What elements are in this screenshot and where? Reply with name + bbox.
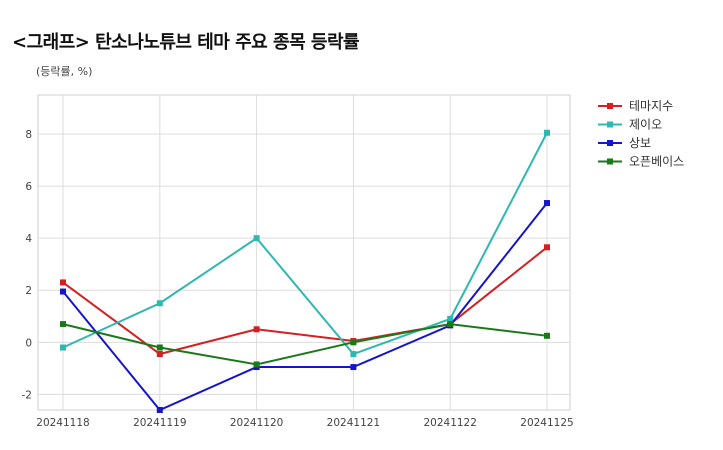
- series-line: [62, 132, 548, 356]
- grid-lines: [38, 95, 570, 410]
- data-point: [544, 244, 550, 251]
- x-tick-labels: 20241118 20241119 20241120 20241121 20241122…: [36, 417, 573, 429]
- data-point: [350, 364, 357, 371]
- data-point: [156, 344, 163, 351]
- data-point: [544, 129, 550, 136]
- y-tick-label: 4: [25, 233, 32, 245]
- y-axis-unit-label: (등락률, %): [36, 65, 93, 78]
- data-point: [253, 235, 260, 242]
- legend-marker: [607, 103, 613, 109]
- data-point: [156, 407, 163, 413]
- x-tick-label: 20241120: [230, 417, 283, 429]
- data-point: [447, 315, 454, 322]
- x-tick-label: 20241119: [133, 417, 186, 429]
- data-point: [60, 344, 66, 351]
- data-point: [60, 288, 66, 295]
- legend-label: 오픈베이스: [629, 155, 684, 169]
- y-tick-label: 0: [25, 337, 32, 349]
- y-tick-label: -2: [22, 389, 32, 401]
- y-tick-labels: -2 0 2 4 6 8: [22, 129, 33, 401]
- data-point: [447, 321, 454, 328]
- data-point: [253, 326, 260, 333]
- series-line: [62, 202, 548, 412]
- legend-marker: [607, 121, 613, 128]
- plot-area: [37, 94, 571, 411]
- legend-label: 제이오: [629, 118, 662, 132]
- data-point: [544, 332, 550, 339]
- y-tick-label: 6: [25, 181, 32, 193]
- x-tick-label: 20241122: [423, 417, 476, 429]
- series-lines: [60, 129, 550, 413]
- series-line: [62, 246, 548, 356]
- data-point: [253, 361, 260, 368]
- legend-marker: [607, 158, 613, 165]
- data-point: [350, 351, 357, 358]
- legend-label: 상보: [629, 136, 651, 150]
- legend-label: 테마지수: [629, 99, 673, 113]
- x-tick-label: 20241125: [520, 417, 573, 429]
- data-point: [60, 321, 66, 328]
- chart-title: <그래프> 탄소나노튜브 테마 주요 종목 등락률: [12, 32, 360, 53]
- legend-marker: [607, 140, 613, 146]
- x-tick-label: 20241121: [327, 417, 380, 429]
- data-point: [156, 300, 163, 307]
- data-point: [156, 351, 163, 358]
- y-tick-label: 2: [25, 285, 32, 297]
- y-tick-label: 8: [25, 129, 32, 141]
- data-point: [350, 339, 357, 346]
- x-tick-label: 20241118: [36, 417, 89, 429]
- series-line: [62, 323, 548, 366]
- data-point: [60, 279, 66, 286]
- data-point: [544, 200, 550, 207]
